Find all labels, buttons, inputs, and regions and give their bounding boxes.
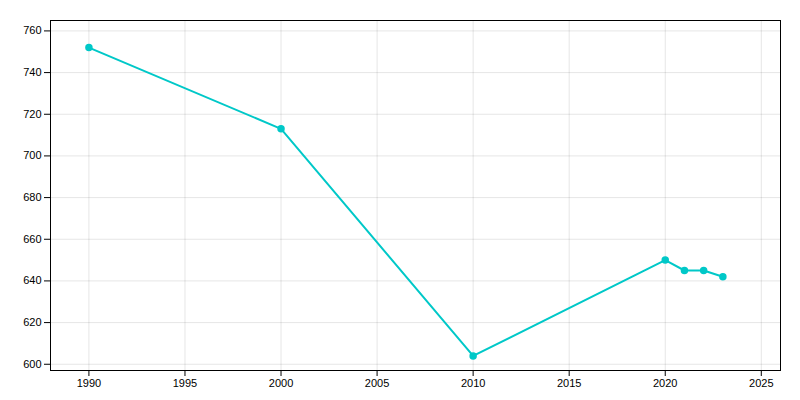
svg-text:620: 620	[23, 316, 41, 328]
svg-text:2010: 2010	[461, 377, 485, 389]
svg-text:2025: 2025	[749, 377, 773, 389]
svg-text:2015: 2015	[557, 377, 581, 389]
svg-text:1990: 1990	[77, 377, 101, 389]
svg-text:2000: 2000	[269, 377, 293, 389]
svg-text:640: 640	[23, 274, 41, 286]
svg-text:720: 720	[23, 108, 41, 120]
svg-text:760: 760	[23, 24, 41, 36]
svg-text:600: 600	[23, 358, 41, 370]
svg-text:2005: 2005	[365, 377, 389, 389]
svg-text:740: 740	[23, 66, 41, 78]
svg-text:1995: 1995	[173, 377, 197, 389]
svg-text:680: 680	[23, 191, 41, 203]
svg-text:700: 700	[23, 149, 41, 161]
svg-text:660: 660	[23, 233, 41, 245]
svg-text:2020: 2020	[653, 377, 677, 389]
